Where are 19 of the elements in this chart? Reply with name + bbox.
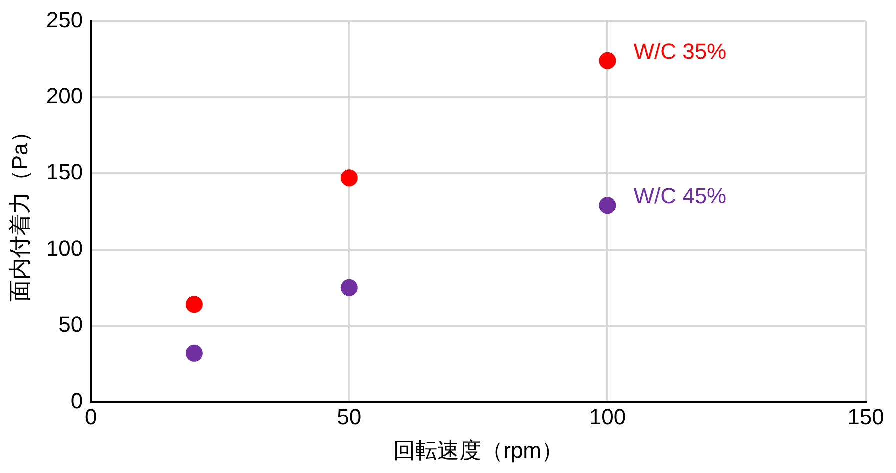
y-tick-label: 0 [70,388,84,414]
y-tick-label: 100 [46,236,84,261]
x-tick-label: 150 [848,404,884,430]
y-tick-label: 50 [58,312,84,338]
point [599,197,616,214]
series-label: W/C 45% [634,184,727,209]
y-tick-label: 150 [46,160,84,185]
point [340,170,358,187]
point [186,344,203,362]
x-tick-label: 100 [589,404,626,430]
series-label: W/C 35% [634,38,727,64]
point [340,279,358,296]
y-tick-label: 250 [46,7,84,32]
y-tick-label: 200 [46,83,84,108]
x-tick-label: 50 [337,404,362,430]
y-axis-title: 面内付着力（Pa） [7,121,32,302]
x-axis-title: 回転速度（rpm） [394,438,564,463]
point [599,52,616,70]
point [186,296,203,314]
